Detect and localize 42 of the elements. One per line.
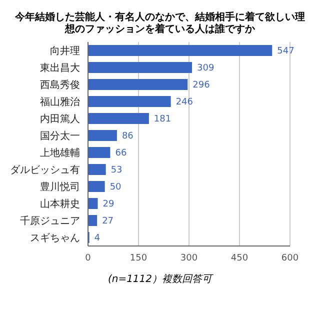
bar [88,198,98,209]
y-tick-label: 内田篤人 [40,113,80,126]
bar [88,113,149,124]
data-label: 296 [192,80,210,91]
text: (n=1112）複数回答可 [106,272,214,286]
data-label: 4 [94,234,100,244]
data-label: 246 [176,98,194,108]
x-tick-label: 150 [130,253,148,264]
bar [88,147,110,158]
y-tick-label: 豊川悦司 [40,181,80,194]
y-tick-label: 上地雄輔 [40,147,80,160]
bar [88,215,98,226]
y-tick-label: 西島秀俊 [40,79,80,92]
x-tick-label: 300 [180,253,198,264]
bar [88,62,192,73]
y-tick-label: 千原ジュニア [20,215,80,228]
y-tick-label: 東出昌大 [40,62,80,74]
data-label: 309 [197,64,214,74]
data-label: 66 [115,148,127,159]
x-tick-label: 600 [281,253,299,264]
x-tick-label: 450 [230,253,248,264]
bar [88,181,105,192]
y-tick-label: ダルビッシュ有 [10,164,80,176]
data-label: 86 [122,132,134,142]
y-tick-label: 向井理 [50,45,80,58]
x-tick-label: 0 [85,253,92,264]
bar [88,79,188,90]
data-label: 50 [110,182,122,193]
data-label: 547 [277,46,294,57]
bar [88,45,272,56]
y-tick-label: スギちゃん [30,232,80,244]
data-label: 53 [110,166,122,176]
data-label: 181 [154,114,172,125]
bar [88,130,117,141]
data-label: 29 [102,200,114,210]
data-label: 27 [102,216,114,227]
y-tick-label: 山本耕史 [40,198,80,210]
bar [88,96,171,107]
y-tick-label: 国分太一 [40,130,80,142]
bar [88,164,106,175]
chart-title: 今年結婚した芸能人・有名人のなかで、結婚相手に着て欲しい理想のファッションを着ている人は誰ですか [14,10,306,36]
y-tick-label: 福山雅治 [40,96,80,108]
